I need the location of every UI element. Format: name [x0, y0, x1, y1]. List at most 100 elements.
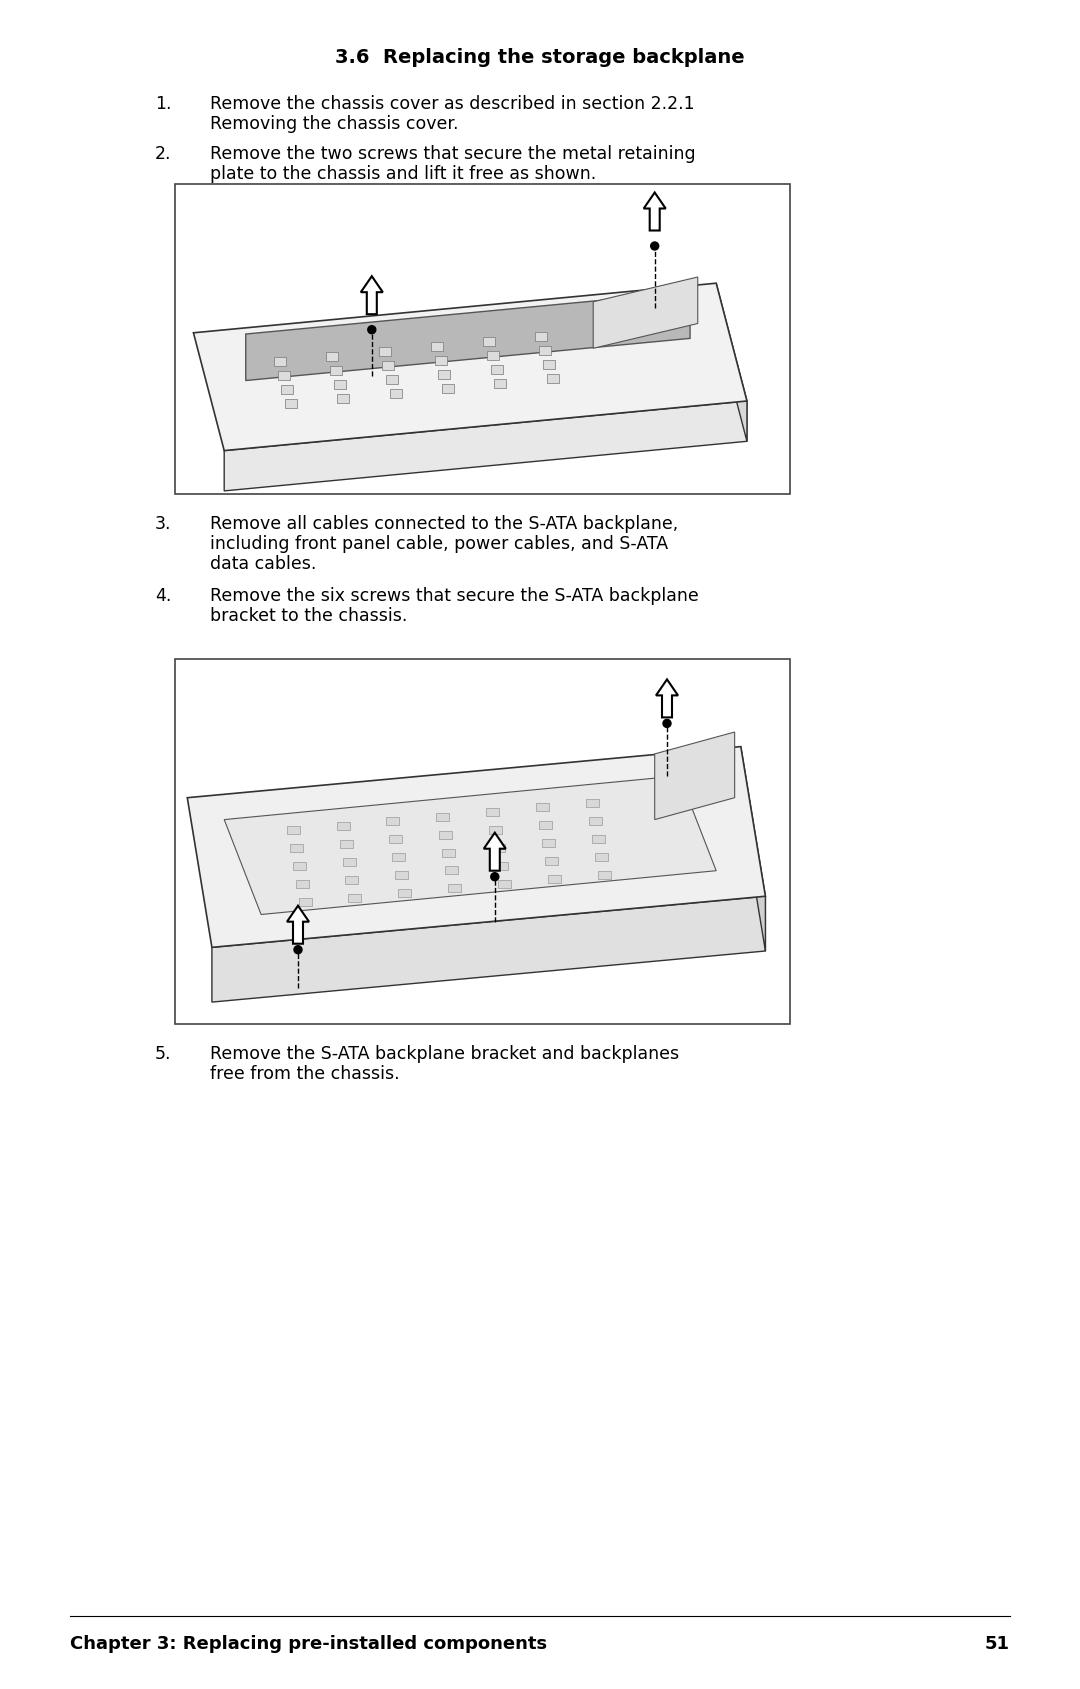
Bar	[382, 361, 394, 370]
Text: Remove all cables connected to the S-ATA backplane,: Remove all cables connected to the S-ATA…	[210, 515, 678, 532]
Bar	[390, 836, 403, 844]
Bar	[299, 899, 312, 907]
Text: 4.: 4.	[156, 586, 172, 605]
Bar	[431, 343, 443, 351]
Bar	[498, 880, 511, 888]
Bar	[442, 385, 454, 394]
Text: Chapter 3: Replacing pre-installed components: Chapter 3: Replacing pre-installed compo…	[70, 1633, 548, 1652]
Bar	[543, 361, 555, 370]
Circle shape	[294, 946, 302, 954]
Text: 3.6  Replacing the storage backplane: 3.6 Replacing the storage backplane	[335, 47, 745, 68]
Polygon shape	[741, 747, 766, 951]
Bar	[489, 826, 502, 834]
Bar	[595, 853, 608, 861]
Bar	[434, 356, 447, 367]
Bar	[390, 390, 402, 399]
Text: bracket to the chassis.: bracket to the chassis.	[210, 606, 407, 625]
Bar	[337, 823, 350, 831]
Polygon shape	[212, 897, 766, 1003]
Bar	[536, 804, 549, 812]
Text: Remove the chassis cover as described in section 2.2.1: Remove the chassis cover as described in…	[210, 95, 694, 113]
Text: plate to the chassis and lift it free as shown.: plate to the chassis and lift it free as…	[210, 166, 596, 182]
Bar	[289, 844, 302, 853]
Bar	[342, 858, 355, 866]
Circle shape	[651, 243, 659, 252]
Bar	[539, 823, 552, 829]
Polygon shape	[287, 907, 309, 944]
Polygon shape	[654, 733, 734, 821]
Bar	[548, 875, 561, 883]
Bar	[536, 333, 548, 341]
Polygon shape	[656, 681, 678, 718]
Bar	[483, 338, 496, 346]
Bar	[492, 844, 505, 853]
Bar	[175, 660, 789, 1025]
Bar	[349, 893, 362, 902]
Bar	[339, 839, 352, 848]
Bar	[438, 372, 450, 380]
Polygon shape	[187, 747, 766, 948]
Bar	[597, 872, 610, 878]
Bar	[392, 853, 405, 861]
Text: Removing the chassis cover.: Removing the chassis cover.	[210, 115, 459, 133]
Bar	[330, 367, 342, 375]
Bar	[387, 817, 400, 826]
Bar	[395, 872, 408, 880]
Bar	[386, 377, 399, 385]
Bar	[379, 348, 391, 356]
Bar	[282, 385, 294, 395]
Bar	[440, 831, 453, 839]
Bar	[285, 400, 297, 409]
Bar	[175, 184, 789, 495]
Bar	[293, 863, 306, 872]
Text: including front panel cable, power cables, and S-ATA: including front panel cable, power cable…	[210, 535, 669, 552]
Circle shape	[490, 873, 499, 882]
Text: 3.: 3.	[156, 515, 172, 532]
Bar	[296, 880, 309, 888]
Bar	[539, 346, 551, 356]
Bar	[585, 799, 598, 807]
Polygon shape	[225, 777, 716, 915]
Bar	[436, 812, 449, 821]
Bar	[334, 380, 346, 390]
Text: free from the chassis.: free from the chassis.	[210, 1064, 400, 1083]
Polygon shape	[361, 277, 382, 316]
Bar	[495, 380, 507, 388]
Polygon shape	[225, 402, 747, 491]
Circle shape	[368, 326, 376, 334]
Bar	[589, 817, 602, 826]
Bar	[442, 850, 455, 856]
Bar	[592, 836, 605, 843]
Bar	[326, 353, 338, 361]
Bar	[544, 858, 557, 866]
Circle shape	[663, 720, 671, 728]
Polygon shape	[193, 284, 747, 451]
Bar	[486, 809, 499, 816]
Bar	[346, 877, 359, 883]
Bar	[399, 890, 411, 897]
Bar	[445, 866, 458, 875]
Polygon shape	[593, 277, 698, 350]
Bar	[487, 351, 499, 361]
Bar	[287, 828, 300, 834]
Text: 5.: 5.	[156, 1044, 172, 1062]
Polygon shape	[644, 193, 665, 231]
Polygon shape	[484, 833, 505, 872]
Text: 51: 51	[985, 1633, 1010, 1652]
Text: 2.: 2.	[156, 145, 172, 162]
Text: 1.: 1.	[156, 95, 172, 113]
Text: Remove the S-ATA backplane bracket and backplanes: Remove the S-ATA backplane bracket and b…	[210, 1044, 679, 1062]
Bar	[337, 395, 350, 404]
Polygon shape	[716, 284, 747, 443]
Bar	[274, 358, 286, 367]
Bar	[546, 375, 558, 383]
Bar	[542, 839, 555, 848]
Bar	[448, 885, 461, 893]
Bar	[490, 367, 502, 375]
Bar	[495, 863, 508, 870]
Text: Remove the six screws that secure the S-ATA backplane: Remove the six screws that secure the S-…	[210, 586, 699, 605]
Text: Remove the two screws that secure the metal retaining: Remove the two screws that secure the me…	[210, 145, 696, 162]
Text: data cables.: data cables.	[210, 554, 316, 573]
Bar	[278, 372, 289, 380]
Polygon shape	[246, 292, 690, 382]
